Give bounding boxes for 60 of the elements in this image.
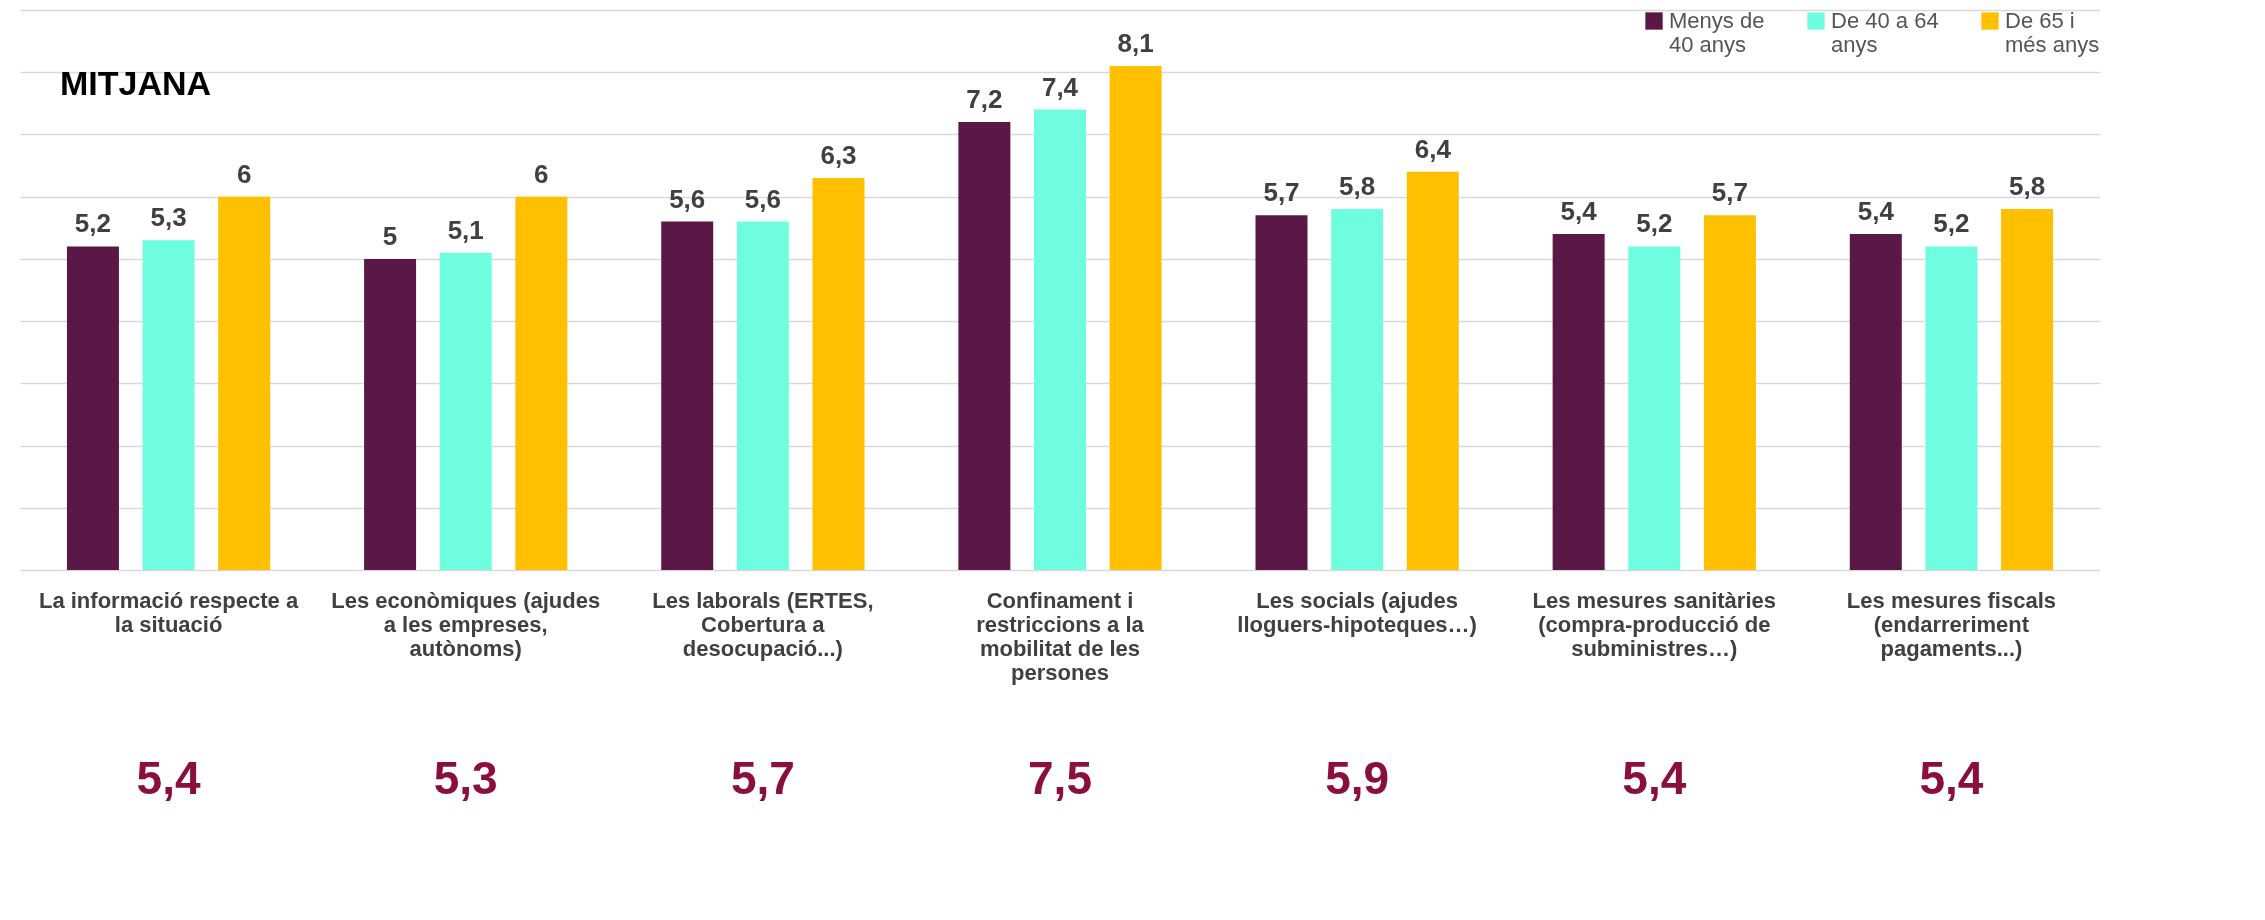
text: 5,7 <box>730 752 795 804</box>
x-tick-label: Les econòmiques (ajudes a les empreses, autònoms) <box>331 587 601 661</box>
text: 5,3 <box>433 752 498 804</box>
data-label: 6,4 <box>1414 133 1452 164</box>
text: 7,5 <box>1028 752 1092 804</box>
data-label: 5,2 <box>74 208 112 239</box>
data-label: 5,6 <box>669 183 706 214</box>
bar <box>1255 215 1308 570</box>
x-tick-label: Les mesures fiscals (endarreriment pagaments...) <box>1846 587 2056 661</box>
data-label: 6,3 <box>820 140 857 170</box>
data-label: 5,6 <box>744 183 781 214</box>
text: 5,4 <box>136 752 201 804</box>
bar <box>439 252 492 570</box>
bar <box>1331 209 1384 570</box>
bar <box>1849 234 1902 570</box>
bar <box>515 196 568 570</box>
bar <box>661 221 714 570</box>
bar <box>218 196 271 570</box>
x-tick-label: Confinament i restriccions a la mobilitat de les persones <box>976 587 1145 685</box>
bar <box>1925 246 1978 570</box>
bar <box>142 240 195 570</box>
text: 5,4 <box>1622 752 1687 804</box>
data-label: 5,2 <box>1636 208 1673 239</box>
legend-label: De 65 i més anys <box>2005 8 2100 57</box>
bar <box>736 221 789 570</box>
data-label: 5,4 <box>1560 196 1598 226</box>
legend-label: Menys de 40 anys <box>1669 8 1765 57</box>
x-tick-label: Les laborals (ERTES, Cobertura a desocupació...) <box>652 587 874 661</box>
text: 5,9 <box>1325 752 1390 804</box>
data-label: 5,7 <box>1263 177 1300 208</box>
data-label: 7,4 <box>1041 71 1079 102</box>
data-label: 5,1 <box>447 214 484 245</box>
data-label: 6 <box>534 158 549 189</box>
data-label: 5,2 <box>1933 208 1970 239</box>
bar <box>1628 246 1681 570</box>
data-label: 7,2 <box>966 84 1003 114</box>
data-label: 5 <box>382 220 398 251</box>
x-tick-label: Les socials (ajudes lloguers-hipoteques…) <box>1237 587 1477 637</box>
bar <box>1703 215 1756 570</box>
legend-label: De 40 a 64 anys <box>1831 8 1939 57</box>
data-label: 5,4 <box>1857 196 1895 226</box>
bar <box>1109 66 1162 570</box>
data-label: 5,8 <box>2008 171 2046 202</box>
text: 5,4 <box>1919 752 1984 804</box>
bar <box>2001 209 2054 570</box>
x-tick-label: Les mesures sanitàries (compra-producció de subministres…) <box>1532 587 1776 661</box>
bar <box>364 258 417 570</box>
bar <box>66 246 119 570</box>
data-label: 5,8 <box>1339 171 1376 202</box>
bar <box>958 122 1011 570</box>
bar <box>812 178 865 570</box>
text: MITJANA <box>60 64 212 102</box>
data-label: 5,3 <box>150 202 187 233</box>
x-tick-label: La informació respecte a la situació <box>38 587 299 637</box>
data-label: 8,1 <box>1117 28 1154 58</box>
data-label: 6 <box>236 158 252 189</box>
bar <box>1406 171 1459 570</box>
bar <box>1552 234 1605 570</box>
bar <box>1034 109 1086 570</box>
data-label: 5,7 <box>1711 177 1748 208</box>
